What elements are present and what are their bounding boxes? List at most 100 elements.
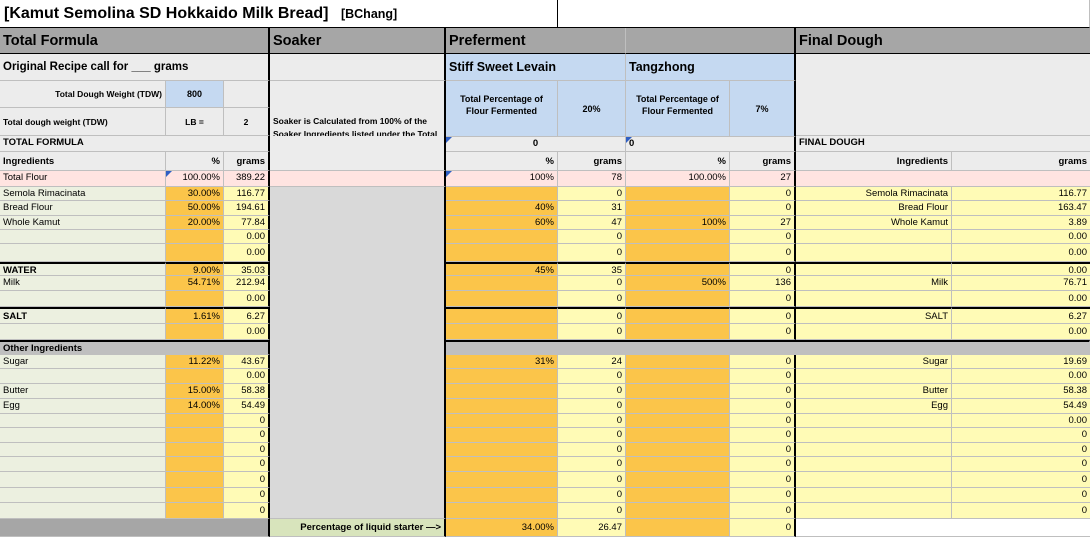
cell-g[interactable]: 0	[224, 443, 270, 457]
cell-pct[interactable]	[166, 457, 224, 472]
cell-g[interactable]: 0	[224, 503, 270, 519]
cell-lg[interactable]: 0	[558, 369, 626, 384]
cell-tp[interactable]	[626, 291, 730, 307]
original-recipe-cell[interactable]: Original Recipe call for ___ grams	[0, 54, 270, 81]
cell-fn[interactable]	[796, 291, 952, 307]
cell-pct[interactable]	[166, 428, 224, 443]
cell-tp[interactable]	[626, 262, 730, 276]
cell-tg[interactable]: 0	[730, 187, 796, 201]
cell-fn[interactable]	[796, 457, 952, 472]
cell-pct[interactable]	[166, 503, 224, 519]
soaker-flour-cell[interactable]	[270, 171, 446, 187]
header-final-dough[interactable]: Final Dough	[796, 28, 1090, 54]
levain-pct-value[interactable]: 20%	[558, 81, 626, 137]
cell-fn[interactable]: Bread Flour	[796, 201, 952, 216]
tz-flour-pct[interactable]: 100.00%	[626, 171, 730, 187]
cell-lg[interactable]: 0	[558, 414, 626, 428]
cell-tp[interactable]	[626, 457, 730, 472]
liquid-starter-pct[interactable]: 34.00%	[446, 519, 558, 537]
cell-pct[interactable]: 54.71%	[166, 276, 224, 291]
cell-pct[interactable]	[166, 443, 224, 457]
cell-lp[interactable]	[446, 457, 558, 472]
cell-g[interactable]: 77.84	[224, 216, 270, 230]
cell-pct[interactable]	[166, 472, 224, 488]
cell-tp[interactable]	[626, 472, 730, 488]
cell-fn[interactable]: SALT	[796, 307, 952, 324]
cell-lg[interactable]: 0	[558, 443, 626, 457]
cell-fg[interactable]: 0.00	[952, 414, 1090, 428]
cell-name[interactable]	[0, 244, 166, 262]
cell-g[interactable]: 0.00	[224, 369, 270, 384]
cell-tp[interactable]	[626, 201, 730, 216]
tdw-lb-value[interactable]: 2	[224, 108, 270, 136]
cell-name[interactable]: Egg	[0, 399, 166, 414]
header-soaker[interactable]: Soaker	[270, 28, 446, 54]
cell-g[interactable]: 0.00	[224, 244, 270, 262]
cell-fg[interactable]: 0.00	[952, 291, 1090, 307]
cell-tp[interactable]	[626, 488, 730, 503]
cell-lg[interactable]: 0	[558, 399, 626, 414]
cell-name[interactable]: Bread Flour	[0, 201, 166, 216]
cell-g[interactable]: 6.27	[224, 307, 270, 324]
cell-lg[interactable]: 0	[558, 488, 626, 503]
cell-lg[interactable]: 0	[558, 244, 626, 262]
cell-lp[interactable]	[446, 443, 558, 457]
tangzhong-title[interactable]: Tangzhong	[626, 54, 796, 81]
cell-fn[interactable]	[796, 369, 952, 384]
cell-fg[interactable]: 0.00	[952, 262, 1090, 276]
cell-g[interactable]: 54.49	[224, 399, 270, 414]
cell-lp[interactable]	[446, 399, 558, 414]
cell-fg[interactable]: 0.00	[952, 244, 1090, 262]
liquid-starter-grams[interactable]: 26.47	[558, 519, 626, 537]
cell-name[interactable]	[0, 369, 166, 384]
cell-tp[interactable]	[626, 399, 730, 414]
header-total-formula[interactable]: Total Formula	[0, 28, 270, 54]
cell-tg[interactable]: 0	[730, 355, 796, 369]
cell-lp[interactable]: 40%	[446, 201, 558, 216]
cell-lp[interactable]: 45%	[446, 262, 558, 276]
levain-title[interactable]: Stiff Sweet Levain	[446, 54, 626, 81]
cell-lp[interactable]	[446, 230, 558, 244]
cell-fn[interactable]	[796, 244, 952, 262]
cell-tg[interactable]: 0	[730, 262, 796, 276]
cell-fg[interactable]: 76.71	[952, 276, 1090, 291]
cell-name[interactable]: SALT	[0, 307, 166, 324]
cell-lp[interactable]	[446, 369, 558, 384]
cell-tg[interactable]: 0	[730, 472, 796, 488]
cell-name[interactable]: Sugar	[0, 355, 166, 369]
cell-tg[interactable]: 0	[730, 428, 796, 443]
cell-tp[interactable]	[626, 307, 730, 324]
cell-tp[interactable]	[626, 244, 730, 262]
cell-tp[interactable]	[626, 428, 730, 443]
cell-fn[interactable]	[796, 324, 952, 340]
cell-fn[interactable]	[796, 503, 952, 519]
tangzhong-pct-value[interactable]: 7%	[730, 81, 796, 137]
cell-g[interactable]: 0.00	[224, 291, 270, 307]
cell-fn[interactable]: Butter	[796, 384, 952, 399]
recipe-title[interactable]: [Kamut Semolina SD Hokkaido Milk Bread] …	[0, 0, 558, 28]
cell-pct[interactable]	[166, 324, 224, 340]
cell-pct[interactable]	[166, 291, 224, 307]
cell-tg[interactable]: 0	[730, 324, 796, 340]
cell-tp[interactable]	[626, 230, 730, 244]
cell-tp[interactable]	[626, 324, 730, 340]
cell-tg[interactable]: 0	[730, 399, 796, 414]
cell-fg[interactable]: 0	[952, 457, 1090, 472]
tz-flour-grams[interactable]: 27	[730, 171, 796, 187]
cell-fn[interactable]: Semola Rimacinata	[796, 187, 952, 201]
cell-lp[interactable]: 60%	[446, 216, 558, 230]
cell-fn[interactable]	[796, 472, 952, 488]
cell-lp[interactable]	[446, 291, 558, 307]
cell-fg[interactable]: 0	[952, 472, 1090, 488]
soaker-blank-cell[interactable]	[270, 54, 446, 81]
cell-fn[interactable]: Whole Kamut	[796, 216, 952, 230]
cell-lg[interactable]: 0	[558, 307, 626, 324]
cell-tp[interactable]: 100%	[626, 216, 730, 230]
levain-flour-pct[interactable]: 100%	[446, 171, 558, 187]
cell-lp[interactable]	[446, 428, 558, 443]
cell-fg[interactable]: 0	[952, 443, 1090, 457]
cell-tp[interactable]	[626, 369, 730, 384]
cell-g[interactable]: 116.77	[224, 187, 270, 201]
cell-tp[interactable]: 500%	[626, 276, 730, 291]
cell-tg[interactable]: 0	[730, 488, 796, 503]
